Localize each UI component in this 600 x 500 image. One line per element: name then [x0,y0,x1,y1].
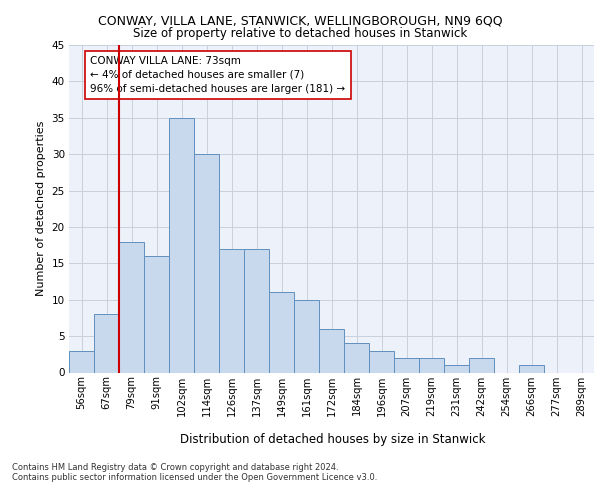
Text: Size of property relative to detached houses in Stanwick: Size of property relative to detached ho… [133,28,467,40]
Text: CONWAY VILLA LANE: 73sqm
← 4% of detached houses are smaller (7)
96% of semi-det: CONWAY VILLA LANE: 73sqm ← 4% of detache… [90,56,346,94]
Bar [419,358,444,372]
Bar [119,242,144,372]
Bar [444,365,469,372]
Bar [519,365,544,372]
Bar [344,344,369,372]
Bar [319,329,344,372]
Y-axis label: Number of detached properties: Number of detached properties [36,121,46,296]
Text: Contains HM Land Registry data © Crown copyright and database right 2024.: Contains HM Land Registry data © Crown c… [12,462,338,471]
Bar [94,314,119,372]
Bar [469,358,494,372]
Text: Distribution of detached houses by size in Stanwick: Distribution of detached houses by size … [180,432,486,446]
Bar [269,292,294,372]
Bar [169,118,194,372]
Bar [294,300,319,372]
Bar [194,154,219,372]
Text: CONWAY, VILLA LANE, STANWICK, WELLINGBOROUGH, NN9 6QQ: CONWAY, VILLA LANE, STANWICK, WELLINGBOR… [98,15,502,28]
Bar [369,350,394,372]
Bar [394,358,419,372]
Bar [144,256,169,372]
Bar [244,249,269,372]
Bar [219,249,244,372]
Text: Contains public sector information licensed under the Open Government Licence v3: Contains public sector information licen… [12,474,377,482]
Bar [69,350,94,372]
